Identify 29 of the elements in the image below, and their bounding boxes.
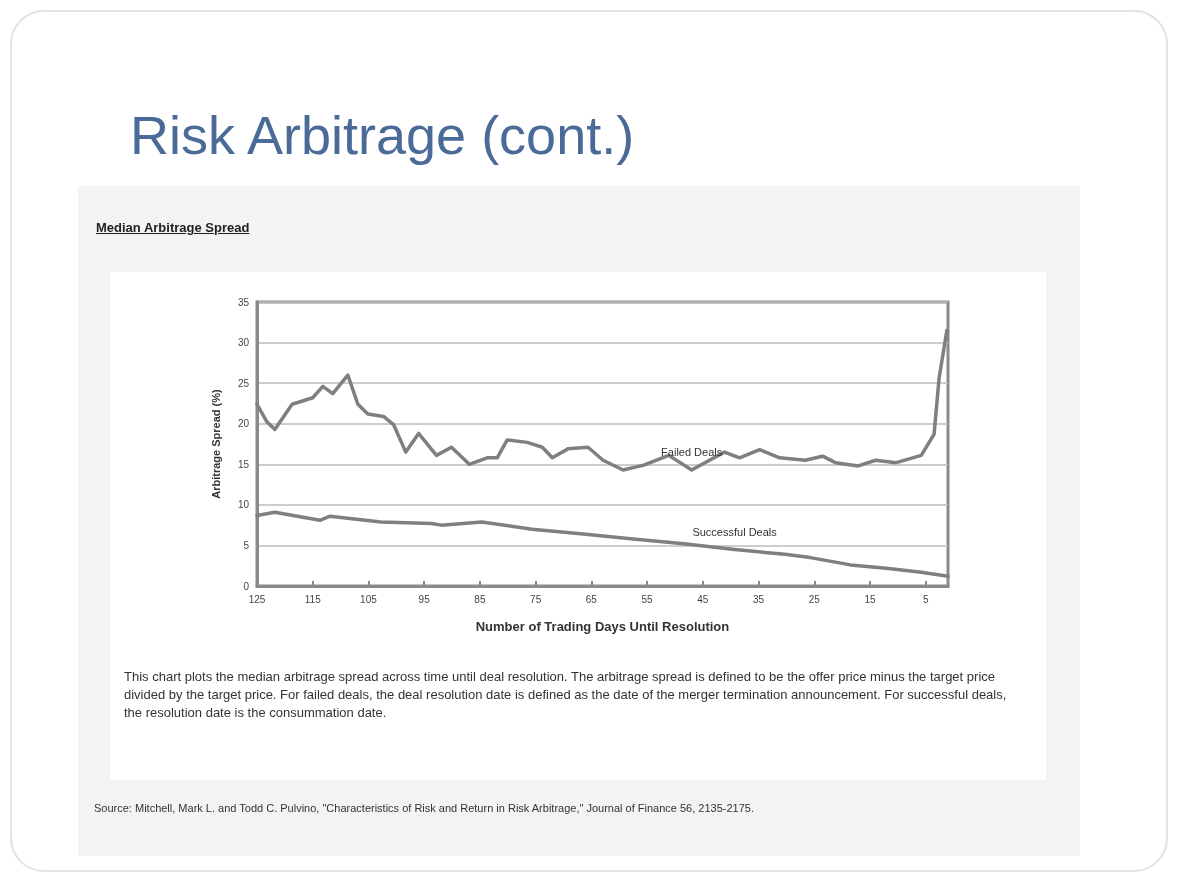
x-tick-label: 35 (752, 593, 765, 605)
y-tick-label: 25 (237, 377, 250, 389)
x-tick-label: 125 (248, 593, 266, 605)
x-tick-label: 115 (304, 593, 322, 605)
x-tick-label: 105 (360, 593, 378, 605)
x-tick-label: 5 (922, 593, 929, 605)
x-tick-label: 45 (697, 593, 709, 605)
y-axis-title: Arbitrage Spread (%) (209, 388, 222, 499)
y-tick-label: 20 (237, 418, 250, 430)
source-note: Source: Mitchell, Mark L. and Todd C. Pulvino, "Characteristics of Risk and Return in Risk Arbitrage," Journal of Finance 56, 2135-2175. (94, 801, 755, 816)
y-tick-label: 30 (237, 337, 250, 349)
chart-subtitle: Median Arbitrage Spread (96, 220, 250, 235)
y-tick-label: 0 (243, 580, 250, 592)
x-axis-title: Number of Trading Days Until Resolution (475, 619, 730, 634)
x-tick-label: 55 (641, 593, 654, 605)
y-tick-label: 5 (243, 539, 250, 551)
x-tick-label: 85 (474, 593, 486, 605)
x-tick-label: 15 (864, 593, 876, 605)
series-label: Successful Deals (692, 525, 778, 538)
text: This chart plots the median arbitrage spread across time until deal resolution. The arbitrage spread is defined to be the offer price minus the target price divided by the target price. For failed deals, the deal resolution date is defined as the date of the merger termination announcement. For successful deals, the resolution date is the consummation date. (124, 668, 1008, 722)
x-tick-label: 25 (808, 593, 821, 605)
y-tick-label: 35 (237, 296, 250, 308)
series-label: Failed Deals (661, 446, 723, 459)
y-tick-label: 15 (237, 458, 250, 470)
x-tick-label: 95 (418, 593, 431, 605)
y-tick-label: 10 (237, 499, 250, 511)
x-tick-label: 75 (530, 593, 542, 605)
chart-title: Risk Arbitrage (cont.) (130, 104, 635, 166)
x-tick-label: 65 (585, 593, 598, 605)
